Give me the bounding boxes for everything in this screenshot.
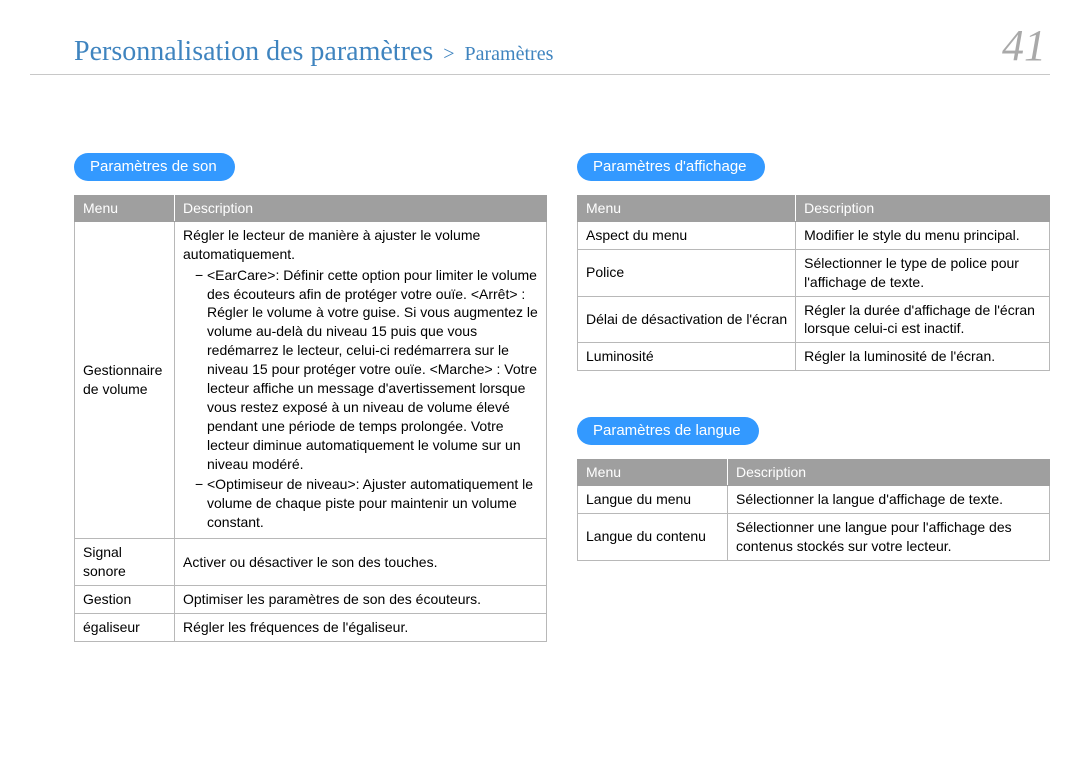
table-row: Langue du contenu Sélectionner une langu… bbox=[578, 514, 1050, 561]
table-row: Police Sélectionner le type de police po… bbox=[578, 249, 1050, 296]
display-settings-table: Menu Description Aspect du menu Modifier… bbox=[577, 195, 1050, 371]
table-header-row: Menu Description bbox=[75, 196, 547, 222]
table-header-row: Menu Description bbox=[578, 460, 1050, 486]
table-row: Gestion Optimiser les paramètres de son … bbox=[75, 585, 547, 613]
menu-volume-manager: Gestionnaire de volume bbox=[75, 221, 175, 538]
sound-section-title: Paramètres de son bbox=[74, 153, 235, 181]
menu-equalizer: égaliseur bbox=[75, 613, 175, 641]
col-header-menu: Menu bbox=[578, 196, 796, 222]
document-page: Personnalisation des paramètres > Paramè… bbox=[0, 0, 1080, 762]
breadcrumb-main: Personnalisation des paramètres bbox=[74, 36, 433, 68]
desc-content-lang: Sélectionner une langue pour l'affichage… bbox=[728, 514, 1050, 561]
left-column: Paramètres de son Menu Description Gesti… bbox=[74, 153, 547, 642]
table-row: Luminosité Régler la luminosité de l'écr… bbox=[578, 343, 1050, 371]
menu-aspect: Aspect du menu bbox=[578, 221, 796, 249]
menu-brightness: Luminosité bbox=[578, 343, 796, 371]
desc-brightness: Régler la luminosité de l'écran. bbox=[796, 343, 1050, 371]
desc-screen-off: Régler la durée d'affichage de l'écran l… bbox=[796, 296, 1050, 343]
menu-menu-lang: Langue du menu bbox=[578, 486, 728, 514]
desc-management: Optimiser les paramètres de son des écou… bbox=[175, 585, 547, 613]
table-row: Langue du menu Sélectionner la langue d'… bbox=[578, 486, 1050, 514]
desc-menu-lang: Sélectionner la langue d'affichage de te… bbox=[728, 486, 1050, 514]
page-header: Personnalisation des paramètres > Paramè… bbox=[30, 24, 1050, 75]
menu-beep: Signal sonore bbox=[75, 539, 175, 586]
table-row: Gestionnaire de volume Régler le lecteur… bbox=[75, 221, 547, 538]
desc-equalizer: Régler les fréquences de l'égaliseur. bbox=[175, 613, 547, 641]
page-number: 41 bbox=[1002, 24, 1046, 68]
right-column: Paramètres d'affichage Menu Description … bbox=[577, 153, 1050, 642]
col-header-desc: Description bbox=[796, 196, 1050, 222]
table-row: égaliseur Régler les fréquences de l'éga… bbox=[75, 613, 547, 641]
display-section-title: Paramètres d'affichage bbox=[577, 153, 765, 181]
table-row: Délai de désactivation de l'écran Régler… bbox=[578, 296, 1050, 343]
language-settings-table: Menu Description Langue du menu Sélectio… bbox=[577, 459, 1050, 561]
col-header-desc: Description bbox=[728, 460, 1050, 486]
breadcrumb-separator: > bbox=[443, 43, 454, 66]
desc-bullet: <Optimiseur de niveau>: Ajuster automati… bbox=[195, 475, 538, 532]
menu-font: Police bbox=[578, 249, 796, 296]
language-section-title: Paramètres de langue bbox=[577, 417, 759, 445]
desc-aspect: Modifier le style du menu principal. bbox=[796, 221, 1050, 249]
content-columns: Paramètres de son Menu Description Gesti… bbox=[30, 153, 1050, 642]
col-header-menu: Menu bbox=[578, 460, 728, 486]
menu-management: Gestion bbox=[75, 585, 175, 613]
desc-volume-manager: Régler le lecteur de manière à ajuster l… bbox=[175, 221, 547, 538]
desc-font: Sélectionner le type de police pour l'af… bbox=[796, 249, 1050, 296]
desc-bullet: <EarCare>: Définir cette option pour lim… bbox=[195, 266, 538, 474]
col-header-desc: Description bbox=[175, 196, 547, 222]
table-row: Aspect du menu Modifier le style du menu… bbox=[578, 221, 1050, 249]
col-header-menu: Menu bbox=[75, 196, 175, 222]
table-row: Signal sonore Activer ou désactiver le s… bbox=[75, 539, 547, 586]
menu-screen-off: Délai de désactivation de l'écran bbox=[578, 296, 796, 343]
breadcrumb: Personnalisation des paramètres > Paramè… bbox=[74, 36, 553, 68]
table-header-row: Menu Description bbox=[578, 196, 1050, 222]
sound-settings-table: Menu Description Gestionnaire de volume … bbox=[74, 195, 547, 642]
breadcrumb-sub: Paramètres bbox=[465, 43, 554, 66]
desc-beep: Activer ou désactiver le son des touches… bbox=[175, 539, 547, 586]
desc-intro: Régler le lecteur de manière à ajuster l… bbox=[183, 226, 538, 264]
menu-content-lang: Langue du contenu bbox=[578, 514, 728, 561]
